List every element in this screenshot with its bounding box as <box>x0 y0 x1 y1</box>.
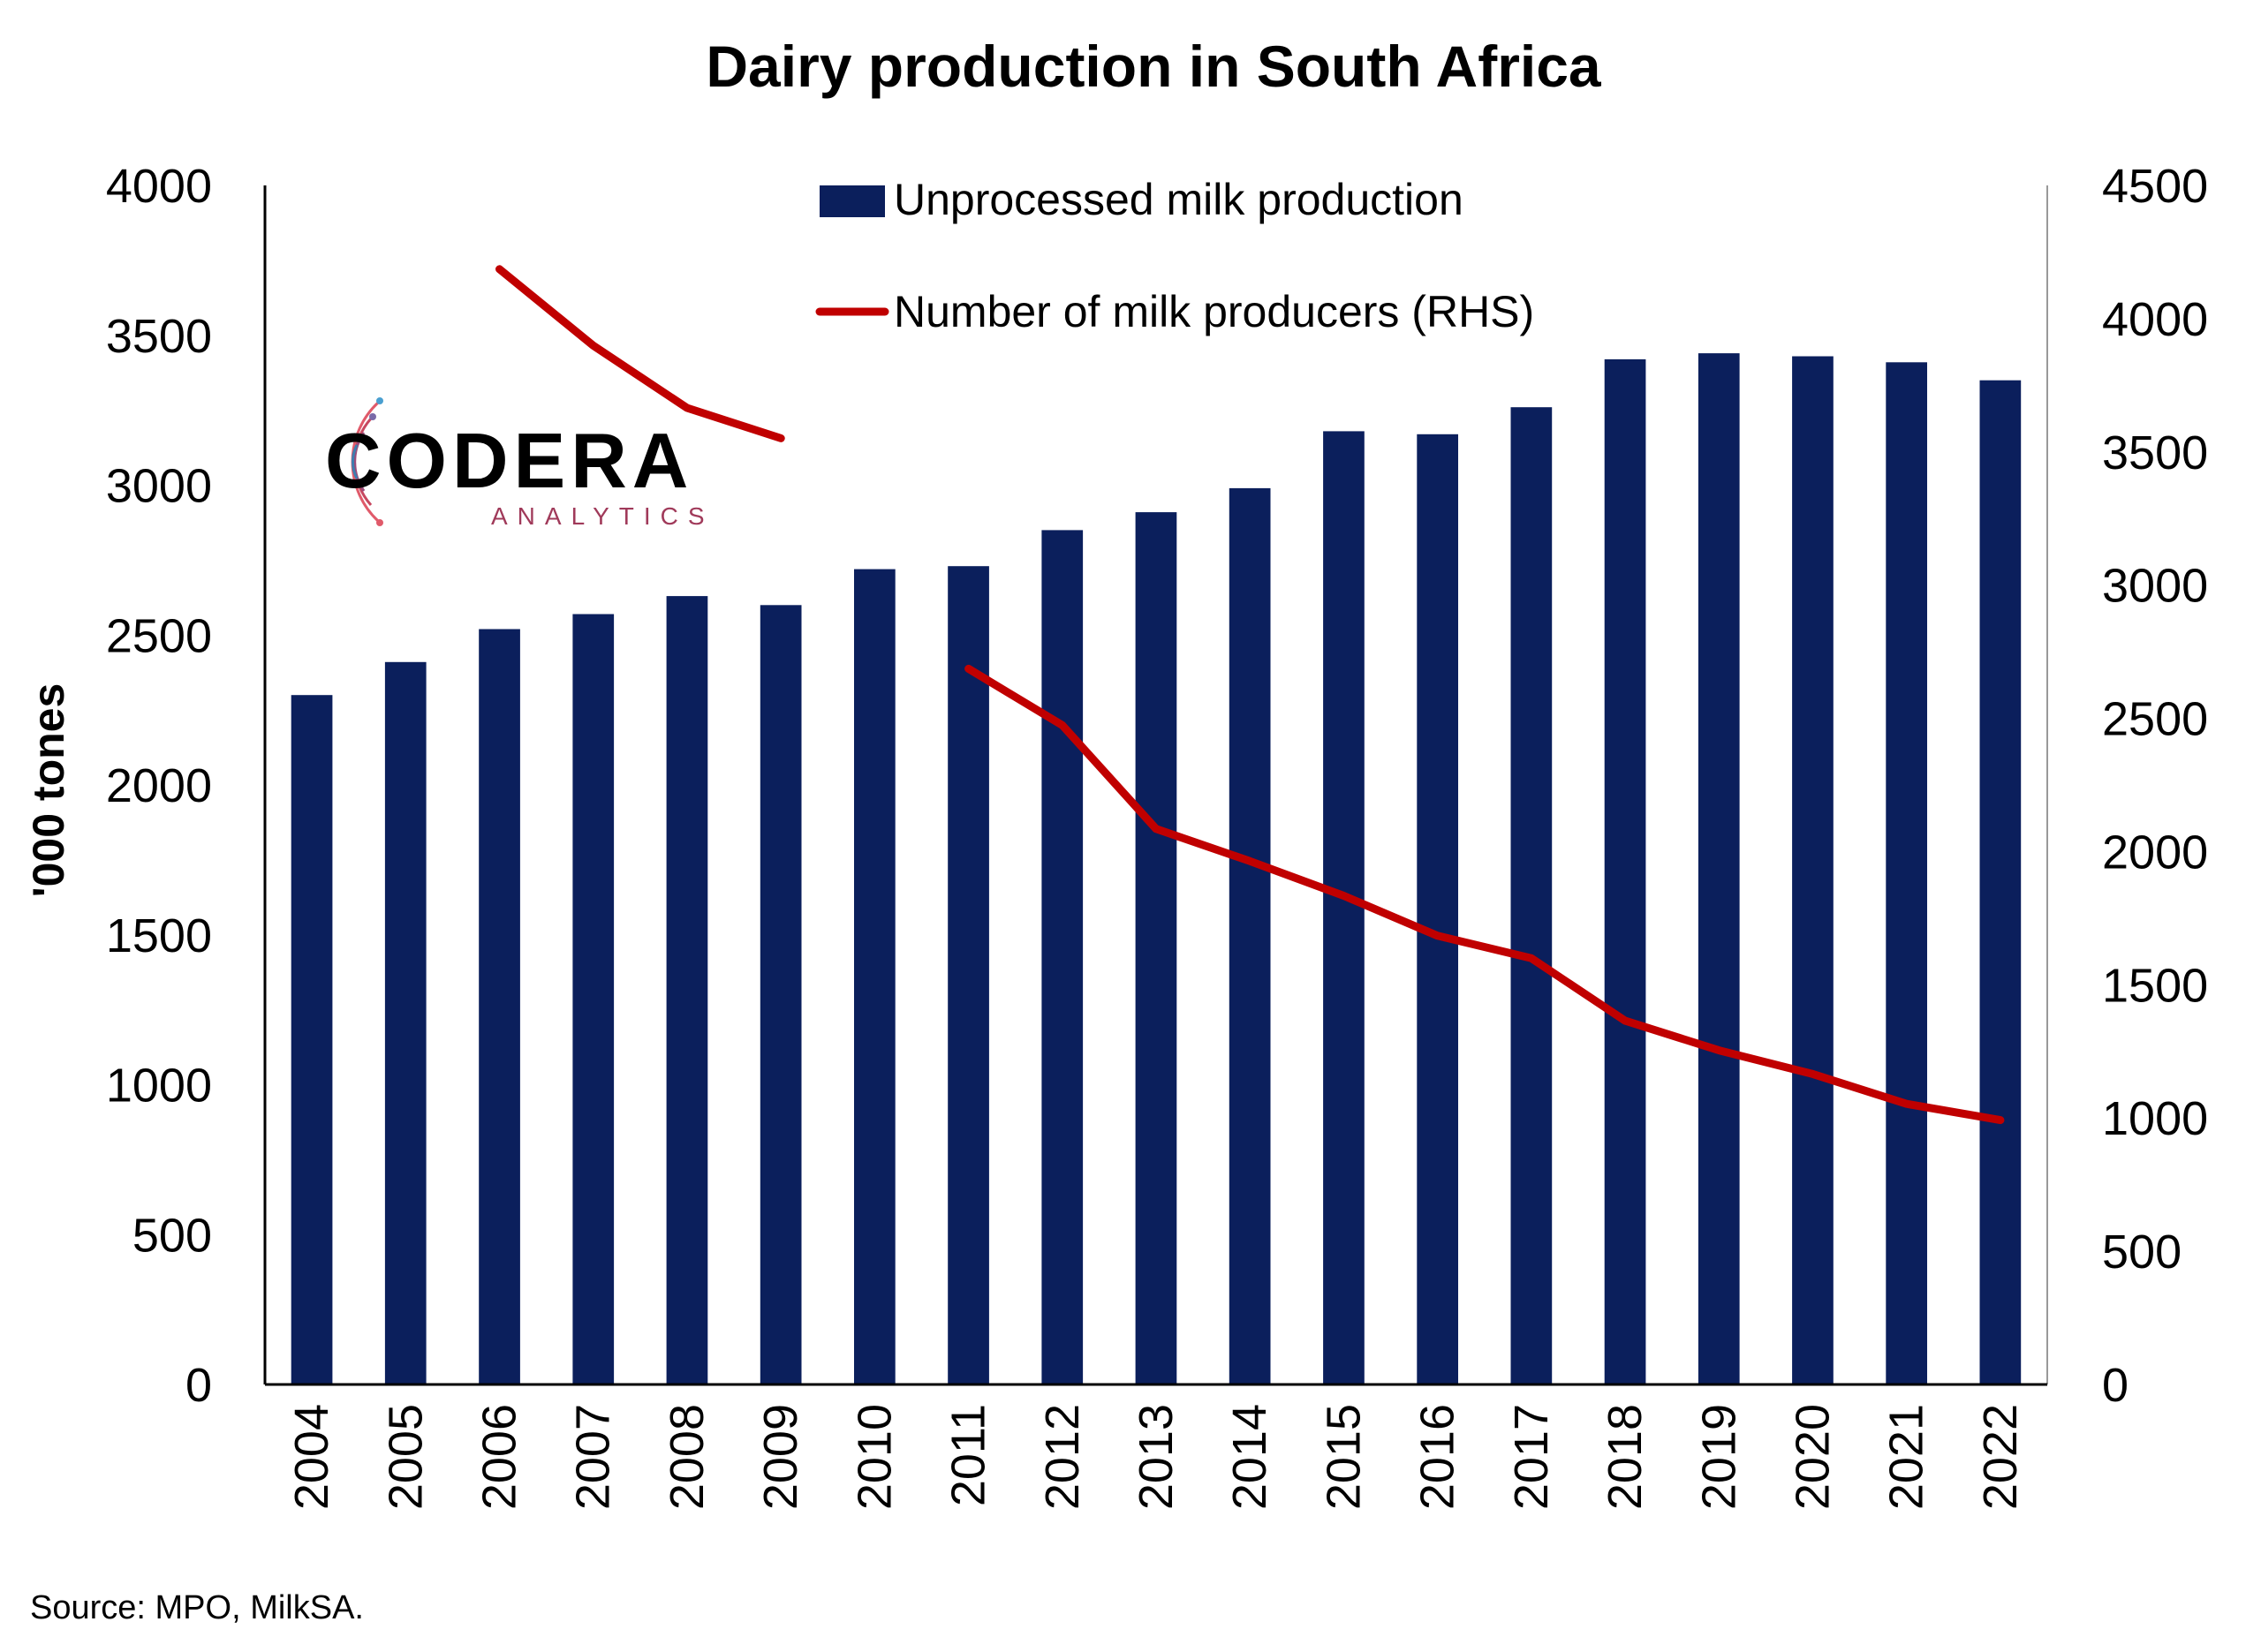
chart-title: Dairy production in South Africa <box>706 34 1602 99</box>
bar-2020 <box>1792 356 1834 1384</box>
x-tick-2019: 2019 <box>1692 1404 1745 1510</box>
x-tick-2016: 2016 <box>1411 1404 1464 1510</box>
bar-2011 <box>948 566 989 1384</box>
logo-circuit-icon <box>351 397 383 526</box>
x-tick-2010: 2010 <box>848 1404 901 1510</box>
logo-tagline: ANALYTICS <box>491 502 715 530</box>
source-note: Source: MPO, MilkSA. <box>30 1589 364 1626</box>
bar-2007 <box>572 614 615 1384</box>
left-tick-0: 0 <box>185 1359 212 1412</box>
bar-2018 <box>1604 358 1646 1384</box>
left-tick-3000: 3000 <box>106 460 212 513</box>
legend-line-label: Number of milk producers (RHS) <box>894 287 1534 336</box>
x-tick-2007: 2007 <box>567 1404 620 1510</box>
left-tick-labels: 0 500 1000 1500 2000 2500 3000 3500 4000 <box>106 160 212 1412</box>
bar-2021 <box>1886 362 1927 1384</box>
right-tick-2500: 2500 <box>2102 693 2208 746</box>
x-tick-2014: 2014 <box>1223 1404 1276 1510</box>
x-tick-2018: 2018 <box>1599 1404 1652 1510</box>
x-tick-2011: 2011 <box>942 1404 995 1506</box>
line-segment-1 <box>964 664 2005 1125</box>
bar-series-group <box>291 353 2022 1385</box>
left-tick-2500: 2500 <box>106 609 212 662</box>
bar-2019 <box>1698 353 1740 1385</box>
x-tick-2020: 2020 <box>1787 1404 1840 1510</box>
x-tick-2022: 2022 <box>1974 1404 2027 1510</box>
bar-2017 <box>1510 407 1553 1385</box>
right-tick-1500: 1500 <box>2102 959 2208 1012</box>
legend-bar-label: Unprocessed milk production <box>894 175 1463 224</box>
right-tick-labels: 0 500 1000 1500 2000 2500 3000 3500 4000 4500 <box>2102 160 2208 1412</box>
x-tick-2013: 2013 <box>1130 1404 1183 1510</box>
x-tick-2017: 2017 <box>1505 1404 1558 1510</box>
left-tick-500: 500 <box>132 1209 212 1262</box>
line-segment-0 <box>495 265 785 442</box>
right-tick-3500: 3500 <box>2102 426 2208 479</box>
x-tick-2015: 2015 <box>1317 1404 1370 1510</box>
x-tick-labels: 2004 2005 2006 2007 2008 2009 2010 2011 2012 2013… <box>285 1404 2027 1510</box>
x-tick-2021: 2021 <box>1880 1404 1933 1510</box>
right-tick-0: 0 <box>2102 1359 2129 1412</box>
legend: Unprocessed milk production Number of mi… <box>815 175 1534 336</box>
x-tick-2004: 2004 <box>285 1404 338 1510</box>
bar-2006 <box>479 629 520 1384</box>
left-tick-4000: 4000 <box>106 160 212 213</box>
right-tick-500: 500 <box>2102 1226 2182 1279</box>
bar-2016 <box>1417 434 1458 1384</box>
right-tick-4000: 4000 <box>2102 293 2208 346</box>
right-tick-4500: 4500 <box>2102 160 2208 213</box>
bar-2012 <box>1041 530 1084 1384</box>
left-tick-1500: 1500 <box>106 909 212 962</box>
bar-2022 <box>1979 380 2022 1385</box>
bar-2008 <box>666 596 708 1384</box>
codera-logo: CODERA ANALYTICS <box>325 397 715 530</box>
bar-2013 <box>1135 512 1177 1384</box>
y-axis-label: '000 tones <box>24 683 73 898</box>
x-tick-2009: 2009 <box>754 1404 807 1510</box>
bar-2009 <box>760 605 802 1384</box>
bar-2015 <box>1323 431 1365 1384</box>
bar-2010 <box>854 569 896 1384</box>
right-tick-3000: 3000 <box>2102 560 2208 613</box>
x-tick-2008: 2008 <box>661 1404 714 1510</box>
line-series-group <box>495 265 2005 1125</box>
left-tick-1000: 1000 <box>106 1060 212 1113</box>
x-tick-2005: 2005 <box>379 1404 432 1510</box>
bar-2005 <box>384 661 427 1384</box>
bar-2004 <box>291 695 333 1384</box>
legend-bar-swatch <box>820 185 885 217</box>
logo-name: CODERA <box>325 417 693 504</box>
right-tick-2000: 2000 <box>2102 826 2208 879</box>
right-tick-1000: 1000 <box>2102 1092 2208 1145</box>
left-tick-2000: 2000 <box>106 759 212 812</box>
x-tick-2006: 2006 <box>473 1404 526 1510</box>
x-tick-2012: 2012 <box>1036 1404 1089 1510</box>
bar-2014 <box>1229 487 1271 1384</box>
left-tick-3500: 3500 <box>106 310 212 363</box>
